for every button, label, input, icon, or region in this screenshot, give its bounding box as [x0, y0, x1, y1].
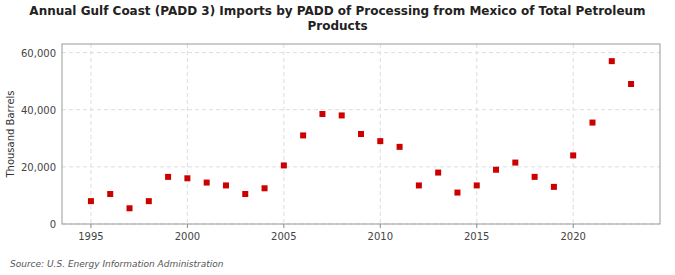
x-tick-label: 2005: [271, 231, 296, 242]
y-grid-line: [62, 166, 660, 167]
x-grid-line: [573, 44, 574, 224]
y-tick-label: 0: [50, 219, 56, 230]
x-tick: [90, 224, 91, 228]
y-axis-label: Thousand Barrels: [5, 90, 16, 178]
x-grid-line: [90, 44, 91, 224]
point: [223, 182, 229, 188]
grid: [62, 44, 660, 224]
y-tick-label: 20,000: [21, 162, 56, 173]
x-grid-line: [476, 44, 477, 224]
x-grid-line: [187, 44, 188, 224]
point: [416, 182, 422, 188]
x-tick-label: 2010: [368, 231, 393, 242]
point: [609, 58, 615, 64]
point: [204, 180, 210, 186]
plot-frame: [62, 44, 660, 224]
x-tick-label: 2000: [175, 231, 200, 242]
point: [358, 131, 364, 137]
point: [551, 184, 557, 190]
x-tick-label: 2020: [560, 231, 585, 242]
x-grid-line: [380, 44, 381, 224]
x-grid-line: [283, 44, 284, 224]
point: [262, 185, 268, 191]
x-tick: [283, 224, 284, 228]
point: [628, 81, 634, 87]
point: [435, 170, 441, 176]
point: [319, 111, 325, 117]
point: [146, 198, 152, 204]
point: [184, 175, 190, 181]
y-grid-line: [62, 109, 660, 110]
point: [300, 132, 306, 138]
source-note: Source: U.S. Energy Information Administ…: [10, 259, 224, 269]
y-tick-label: 40,000: [21, 105, 56, 116]
x-tick: [573, 224, 574, 228]
x-tick: [380, 224, 381, 228]
point: [454, 190, 460, 196]
point: [281, 162, 287, 168]
point: [397, 144, 403, 150]
x-tick-label: 2015: [464, 231, 489, 242]
x-tick-label: 1995: [78, 231, 103, 242]
point: [570, 152, 576, 158]
x-tick: [187, 224, 188, 228]
point: [532, 174, 538, 180]
point: [589, 120, 595, 126]
points: [88, 58, 634, 211]
x-tick: [476, 224, 477, 228]
point: [127, 205, 133, 211]
chart: Annual Gulf Coast (PADD 3) Imports by PA…: [0, 0, 675, 275]
point: [107, 191, 113, 197]
y-grid-line: [62, 52, 660, 53]
point: [377, 138, 383, 144]
title: Annual Gulf Coast (PADD 3) Imports by PA…: [29, 4, 645, 33]
point: [474, 182, 480, 188]
point: [242, 191, 248, 197]
y-tick-label: 60,000: [21, 48, 56, 59]
point: [165, 174, 171, 180]
point: [512, 160, 518, 166]
point: [493, 167, 499, 173]
point: [88, 198, 94, 204]
point: [339, 112, 345, 118]
